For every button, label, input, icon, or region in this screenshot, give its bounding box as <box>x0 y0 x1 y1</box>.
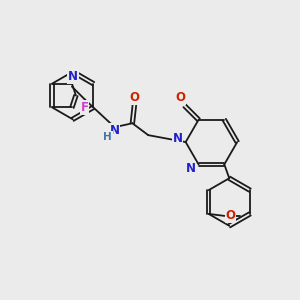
Text: H: H <box>103 132 112 142</box>
Text: F: F <box>80 101 88 114</box>
Text: N: N <box>68 70 78 83</box>
Text: N: N <box>186 162 196 175</box>
Text: O: O <box>226 209 236 222</box>
Text: O: O <box>176 92 186 104</box>
Text: N: N <box>110 124 119 137</box>
Text: N: N <box>173 132 183 145</box>
Text: O: O <box>129 91 140 104</box>
